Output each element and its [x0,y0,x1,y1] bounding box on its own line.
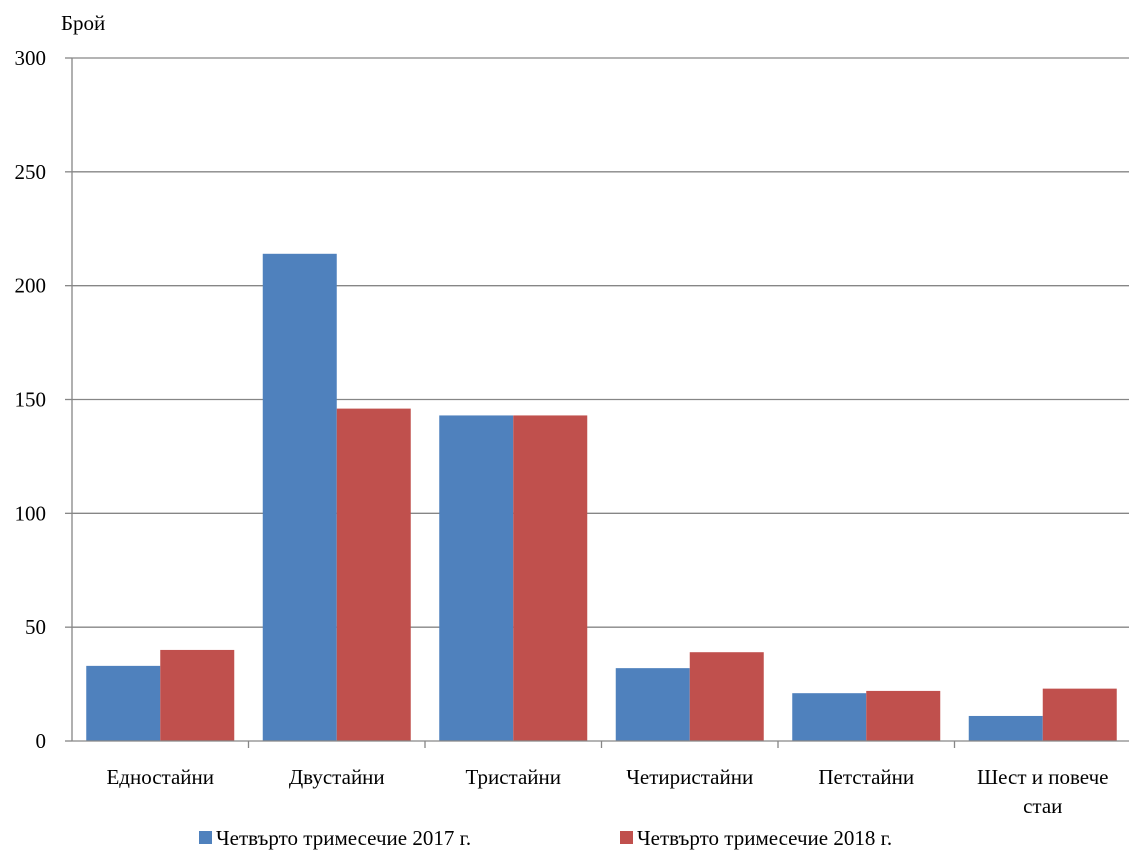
bar [1042,688,1117,741]
axes: 0 50 100 150 200 250 300 Едностайни Двустайни Три… [15,46,1129,818]
x-category-label: Тристайни [465,765,561,789]
bar [513,415,588,741]
x-category-label: Шест и повече [977,765,1108,789]
bar [439,415,514,741]
bar [968,715,1043,741]
bar [262,253,337,741]
bar [866,690,941,741]
y-axis-title: Брой [61,11,105,35]
y-tick-label: 100 [15,501,47,525]
x-category-label: Четиристайни [626,765,753,789]
legend-label: Четвърто тримесечие 2018 г. [637,826,892,850]
legend-swatch [620,831,633,844]
bar [689,652,764,741]
bar [86,665,161,741]
y-tick-label: 50 [25,615,46,639]
y-tick-label: 250 [15,160,47,184]
bar [792,693,867,741]
y-tick-label: 200 [15,274,47,298]
bar [336,408,411,741]
bar [615,668,690,741]
bar [160,649,235,741]
x-category-label: Петстайни [818,765,914,789]
legend: Четвърто тримесечие 2017 г. Четвърто трим… [199,826,892,850]
x-category-label: Едностайни [106,765,214,789]
bars [86,253,1117,741]
legend-label: Четвърто тримесечие 2017 г. [216,826,471,850]
x-category-label: Двустайни [289,765,385,789]
x-category-label: стаи [1023,794,1062,818]
y-tick-label: 300 [15,46,47,70]
y-tick-label: 150 [15,388,47,412]
legend-swatch [199,831,212,844]
gridlines [72,57,1129,628]
y-tick-label: 0 [36,729,47,753]
